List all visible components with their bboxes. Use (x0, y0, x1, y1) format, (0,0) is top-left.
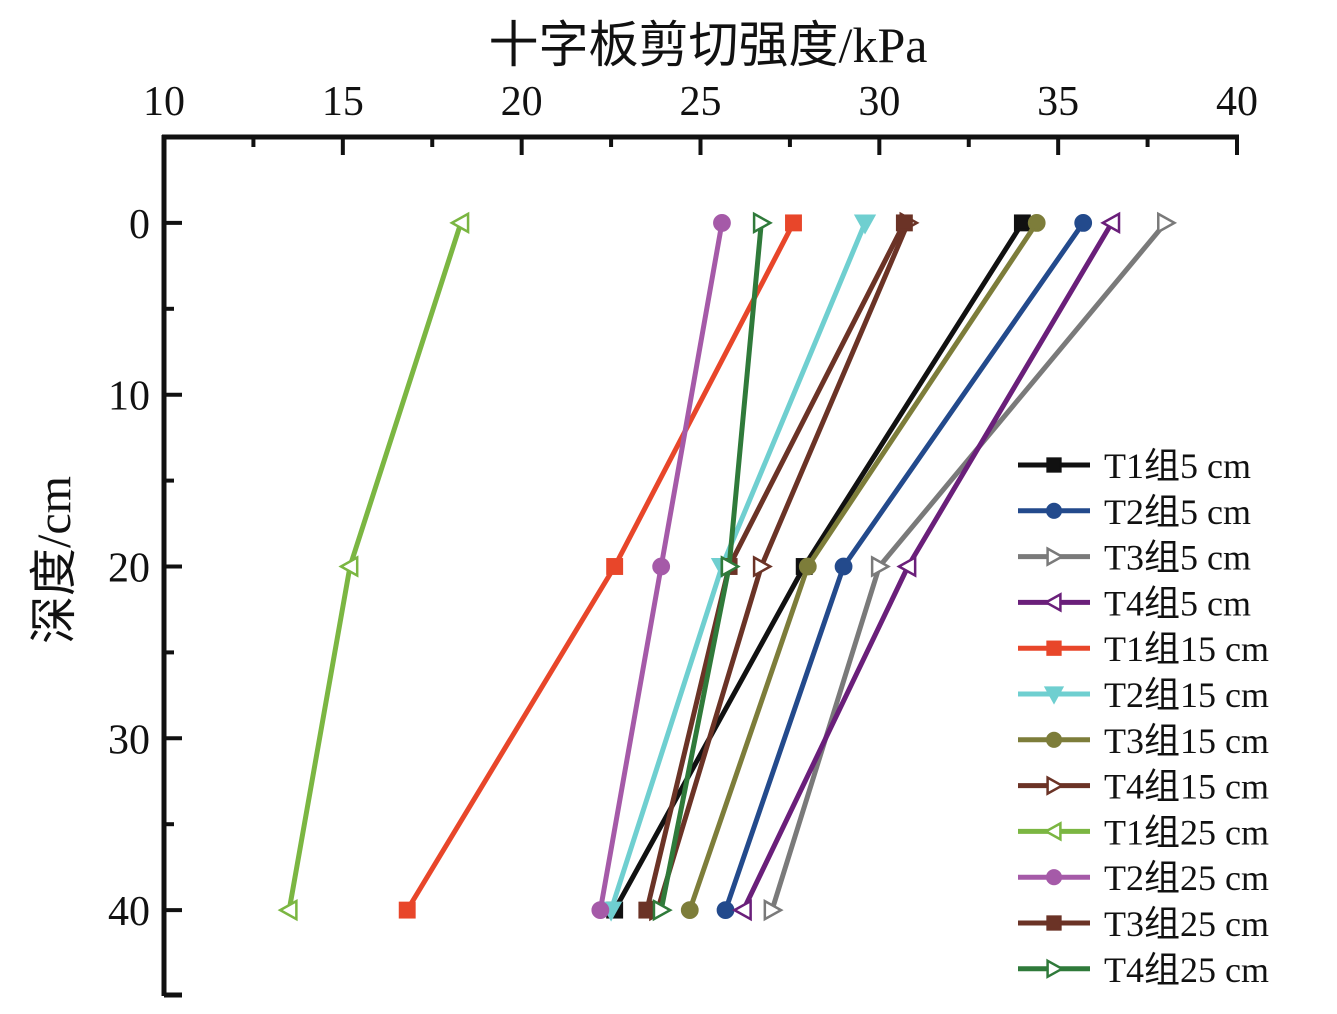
series-5 (398, 214, 802, 919)
legend-label: T1组15 cm (1104, 629, 1269, 669)
data-point (716, 901, 735, 919)
legend: T1组5 cm T2组5 cm T3组5 cm T4组5 cm T1组15 cm T2组1… (1018, 446, 1269, 990)
data-point (752, 555, 773, 578)
legend-label: T2组25 cm (1104, 858, 1269, 898)
data-point (834, 557, 853, 576)
axes: 10 15 20 25 30 35 40 0 10 20 30 40 (108, 79, 1258, 998)
data-point (277, 898, 298, 922)
data-point (652, 898, 673, 922)
data-point (398, 901, 416, 919)
legend-label: T1组5 cm (1104, 446, 1251, 486)
y-tick-label: 0 (129, 202, 150, 248)
data-point (731, 898, 752, 922)
legend-item: T4组25 cm (1018, 950, 1269, 990)
series-line (612, 221, 1025, 912)
data-point (591, 901, 610, 919)
data-point (1043, 592, 1062, 613)
series-2 (716, 214, 1093, 919)
legend-item: T1组15 cm (1018, 629, 1269, 669)
data-point (1045, 869, 1063, 886)
data-point (713, 214, 731, 232)
legend-item: T4组5 cm (1018, 583, 1251, 623)
data-point (449, 211, 470, 235)
x-tick-label: 10 (143, 79, 185, 125)
data-point (1046, 546, 1065, 567)
y-axis-title: 深度/cm (28, 476, 81, 644)
series-layer (277, 211, 1178, 922)
legend-item: T4组15 cm (1018, 767, 1269, 807)
series-3 (763, 211, 1178, 922)
y-tick-label: 30 (108, 717, 150, 763)
legend-label: T3组5 cm (1104, 538, 1251, 578)
data-point (638, 901, 656, 919)
legend-label: T3组25 cm (1104, 904, 1269, 944)
y-tick-label: 10 (108, 374, 150, 420)
data-point (798, 557, 817, 576)
series-12 (652, 211, 773, 922)
data-point (785, 214, 802, 232)
data-point (1100, 211, 1121, 235)
series-line (658, 222, 764, 911)
data-point (1046, 958, 1065, 979)
legend-label: T3组15 cm (1104, 721, 1269, 761)
legend-item: T2组5 cm (1018, 492, 1251, 532)
legend-item: T3组15 cm (1018, 721, 1269, 761)
data-point (1043, 821, 1062, 842)
y-tick-label: 40 (108, 889, 150, 935)
data-point (853, 214, 877, 235)
x-tick-label: 40 (1216, 79, 1258, 125)
data-point (895, 214, 913, 232)
data-point (752, 211, 773, 235)
x-tick-label: 20 (501, 79, 543, 125)
data-point (652, 557, 671, 576)
data-point (720, 555, 741, 578)
x-tick-label: 35 (1037, 79, 1079, 125)
legend-label: T2组5 cm (1104, 492, 1251, 532)
data-point (1043, 686, 1065, 705)
data-point (1027, 214, 1046, 232)
data-point (1046, 640, 1062, 656)
legend-label: T4组15 cm (1104, 767, 1269, 807)
legend-label: T4组5 cm (1104, 583, 1251, 623)
series-9 (277, 211, 470, 922)
series-line (655, 221, 911, 911)
data-point (1045, 502, 1063, 519)
legend-label: T2组15 cm (1104, 675, 1269, 715)
data-point (1046, 915, 1062, 931)
data-point (1013, 214, 1031, 232)
legend-item: T2组25 cm (1018, 858, 1269, 898)
legend-label: T1组25 cm (1104, 812, 1269, 852)
data-point (896, 555, 917, 578)
data-point (338, 555, 359, 578)
series-7 (680, 214, 1046, 919)
series-line (286, 222, 464, 911)
data-point (680, 901, 699, 919)
legend-label: T4组25 cm (1104, 950, 1269, 990)
data-point (1074, 214, 1093, 232)
data-point (1046, 457, 1062, 473)
x-axis-title: 十字板剪切强度/kPa (489, 17, 928, 73)
data-point (1045, 731, 1063, 748)
series-4 (731, 211, 1121, 922)
legend-item: T1组5 cm (1018, 446, 1251, 486)
series-10 (591, 214, 731, 919)
legend-item: T2组15 cm (1018, 675, 1269, 715)
data-point (1157, 211, 1178, 235)
y-tick-label: 20 (108, 546, 150, 592)
x-tick-label: 30 (858, 79, 900, 125)
legend-item: T3组25 cm (1018, 904, 1269, 944)
data-point (606, 558, 624, 575)
x-tick-label: 25 (680, 79, 722, 125)
x-tick-label: 15 (322, 79, 364, 125)
legend-item: T3组5 cm (1018, 538, 1251, 578)
legend-item: T1组25 cm (1018, 812, 1269, 852)
data-point (763, 898, 784, 922)
data-point (870, 555, 891, 578)
data-point (1046, 775, 1065, 796)
